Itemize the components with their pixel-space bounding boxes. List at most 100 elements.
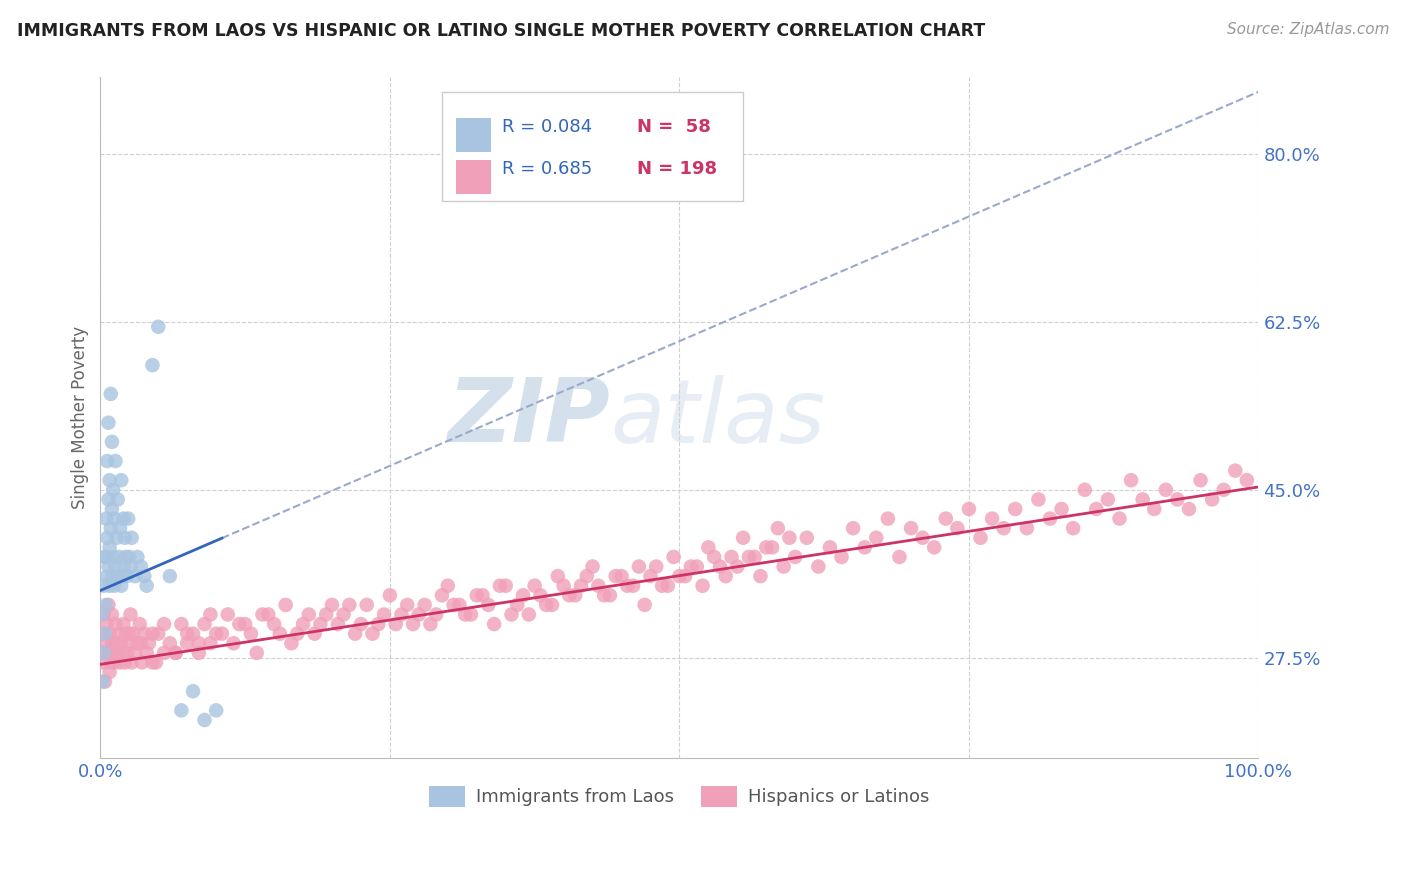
Point [662, 549, 685, 564]
Point [443, 598, 465, 612]
Point [98, 473, 121, 487]
Point [176, 636, 198, 650]
Point [1119, 473, 1142, 487]
Point [200, 636, 222, 650]
Point [280, 636, 302, 650]
Point [252, 607, 274, 622]
Point [138, 636, 160, 650]
Point [108, 626, 131, 640]
Point [118, 549, 141, 564]
Point [103, 579, 125, 593]
Point [408, 607, 430, 622]
Point [575, 569, 598, 583]
Point [269, 626, 291, 640]
Point [153, 617, 176, 632]
Point [159, 636, 181, 650]
Point [135, 646, 157, 660]
Point [512, 588, 534, 602]
Point [599, 588, 621, 602]
Point [309, 617, 332, 632]
Point [98, 665, 121, 679]
Point [831, 549, 853, 564]
Point [957, 502, 980, 516]
Point [1004, 502, 1026, 516]
Point [506, 598, 529, 612]
Point [118, 636, 141, 650]
Point [153, 646, 176, 660]
Point [94, 626, 117, 640]
Point [465, 588, 488, 602]
Point [523, 579, 546, 593]
Point [94, 549, 117, 564]
Point [105, 531, 128, 545]
Point [616, 579, 638, 593]
Point [111, 646, 134, 660]
Point [935, 511, 957, 525]
Point [170, 617, 193, 632]
Point [165, 646, 187, 660]
Point [112, 617, 135, 632]
Point [449, 598, 471, 612]
Point [96, 569, 118, 583]
Point [356, 598, 378, 612]
Point [104, 617, 127, 632]
Point [495, 579, 517, 593]
Point [842, 521, 865, 535]
Point [97, 598, 120, 612]
Point [744, 549, 766, 564]
Point [129, 559, 152, 574]
Point [94, 674, 117, 689]
Point [101, 636, 124, 650]
Point [257, 607, 280, 622]
Text: ZIP: ZIP [447, 375, 610, 461]
Point [553, 579, 575, 593]
Point [1015, 521, 1038, 535]
Point [120, 607, 142, 622]
Point [134, 626, 156, 640]
Text: atlas: atlas [610, 375, 825, 461]
Point [96, 531, 118, 545]
Point [610, 569, 633, 583]
Point [460, 607, 482, 622]
Point [108, 521, 131, 535]
Point [194, 713, 217, 727]
Point [807, 559, 830, 574]
Point [651, 579, 673, 593]
Point [93, 656, 115, 670]
Point [94, 598, 117, 612]
Point [200, 607, 222, 622]
Point [90, 607, 112, 622]
Point [101, 607, 124, 622]
Point [108, 656, 131, 670]
Point [876, 511, 898, 525]
Point [761, 541, 783, 555]
Point [772, 559, 794, 574]
Point [96, 454, 118, 468]
Point [733, 531, 755, 545]
Point [315, 607, 337, 622]
Point [91, 674, 114, 689]
Point [181, 626, 204, 640]
Point [361, 626, 384, 640]
Point [588, 579, 610, 593]
Point [569, 579, 592, 593]
Point [93, 646, 115, 660]
Point [121, 626, 143, 640]
Point [115, 646, 138, 660]
Point [98, 626, 121, 640]
Point [564, 588, 586, 602]
Point [292, 617, 315, 632]
Point [107, 569, 129, 583]
Point [101, 549, 124, 564]
Point [627, 559, 650, 574]
Point [274, 598, 297, 612]
Point [865, 531, 887, 545]
Point [121, 656, 143, 670]
Point [194, 617, 217, 632]
Point [692, 579, 714, 593]
Point [818, 541, 841, 555]
Point [91, 626, 114, 640]
Point [367, 617, 389, 632]
Point [107, 492, 129, 507]
Text: R = 0.084: R = 0.084 [502, 119, 592, 136]
